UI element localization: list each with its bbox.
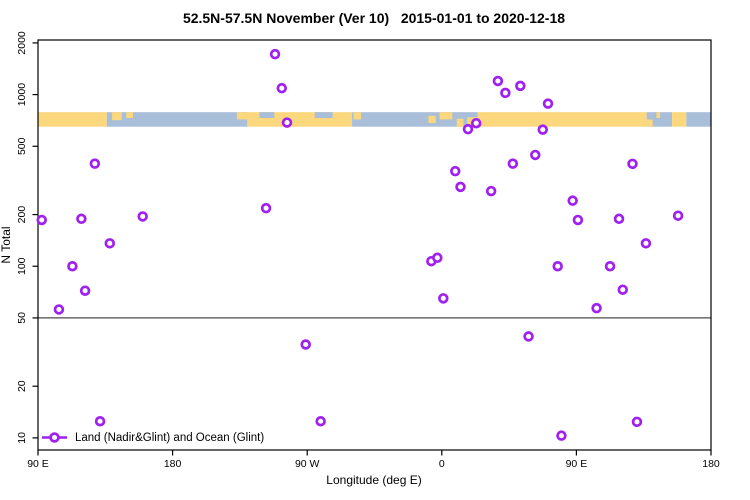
data-point [67,260,78,272]
x-tick-label: 90 E [27,458,49,470]
data-point [515,80,526,92]
y-tick-label: 200 [16,206,28,224]
map-strip-ocean-segment [646,112,673,127]
data-point [260,202,272,214]
map-strip-land-speck [428,115,436,124]
data-point [537,124,548,135]
legend-label: Land (Nadir&Glint) and Ocean (Glint) [75,432,264,444]
y-tick-label: 10 [16,432,28,444]
map-strip-land-segment [38,112,107,127]
data-point [672,210,684,221]
y-tick-label: 500 [16,137,28,155]
data-point [492,75,504,87]
data-point [53,304,65,315]
x-tick-label: 90 W [295,458,320,470]
y-tick-label: 1000 [16,83,28,107]
data-point [591,302,602,314]
map-strip-land-speck [456,118,464,127]
x-tick-label: 90 E [566,458,588,470]
data-point [523,331,534,342]
plot-box [37,39,712,451]
data-point [36,214,47,226]
data-point [89,158,101,169]
data-point [281,117,293,128]
y-axis-label: N Total [0,226,13,263]
data-point [631,416,643,428]
data-point [450,165,461,177]
data-point [507,158,519,169]
data-point [627,158,638,170]
data-point [613,213,625,225]
data-point [300,339,311,350]
legend-marker [49,432,60,443]
data-point [455,181,466,193]
data-point [542,98,554,109]
data-point [530,149,541,161]
data-point [137,211,148,222]
data-point [552,260,563,272]
y-tick-label: 100 [16,257,28,275]
data-point [500,87,511,99]
data-point [567,195,578,206]
map-strip-ocean-speck [259,112,275,118]
data-point [617,284,629,295]
data-point [470,117,482,129]
map-strip-ocean-segment [106,112,248,127]
data-point [269,48,281,60]
data-point [76,213,87,225]
map-strip-land-speck [439,112,453,120]
data-point [276,82,288,94]
data-point [315,416,326,427]
y-tick-label: 2000 [16,31,28,55]
x-tick-label: 0 [439,458,445,470]
map-strip-land-segment [477,112,647,127]
x-axis-label: Longitude (deg E) [326,473,421,487]
data-point [462,123,474,135]
data-point [485,185,497,197]
map-strip-land-speck [112,112,122,121]
x-tick-label: 180 [702,458,720,470]
chart-layer: 2000 1000 500 200 100 50 20 10 90 E 180 90 W 0 90 E 1… [16,31,720,470]
data-point [438,293,449,304]
data-point [572,214,584,226]
y-tick-label: 50 [16,312,28,324]
x-tick-label: 180 [164,458,182,470]
map-strip-ocean-speck [314,112,333,118]
data-point [432,252,443,264]
map-strip-land-segment [672,112,687,127]
data-point [94,416,106,427]
data-point [79,285,91,296]
map-strip-land-speck [126,112,133,118]
map-strip-land-speck [646,119,653,127]
map-strip-land-speck [656,112,661,118]
data-point [640,238,652,249]
map-strip-land-speck [353,112,362,120]
data-point [604,260,616,272]
data-point [556,430,567,441]
y-tick-label: 20 [16,380,28,392]
data-point [104,238,116,249]
map-strip-land-speck [236,112,248,120]
map-strip-ocean-segment [686,112,711,127]
chart-title: 52.5N-57.5N November (Ver 10) 2015-01-01… [183,10,565,26]
